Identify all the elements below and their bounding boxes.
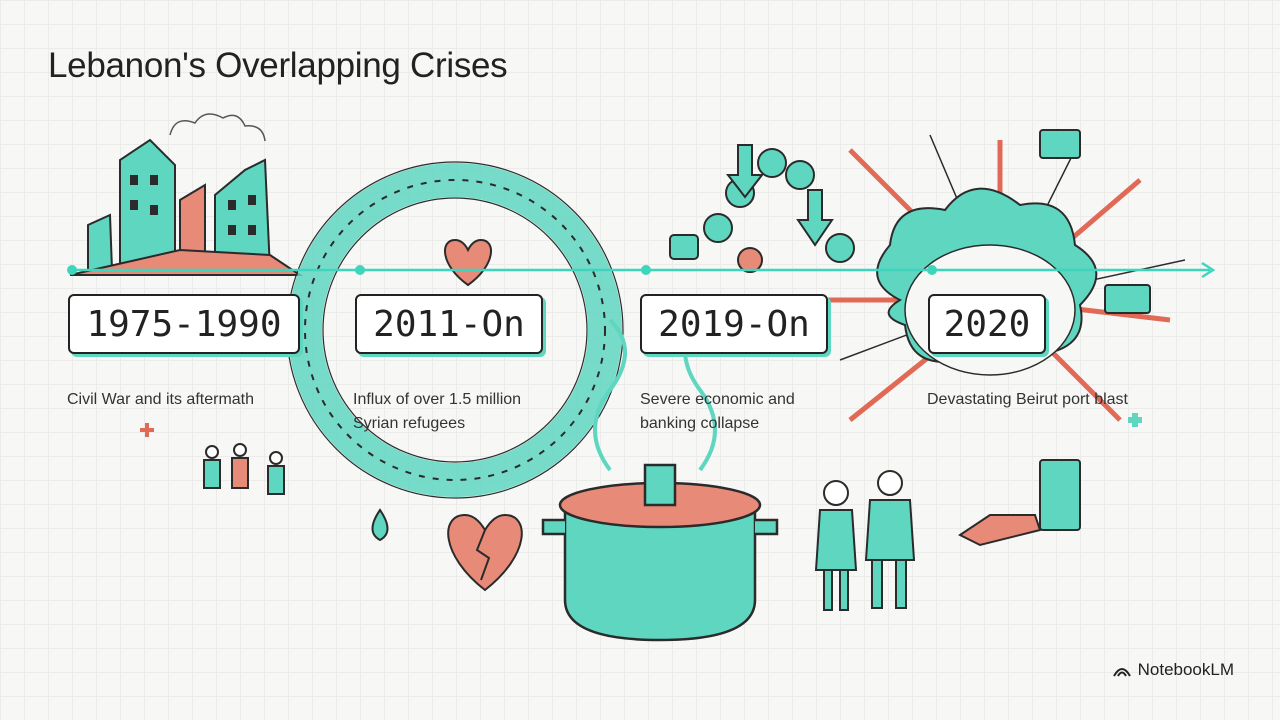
event-description: Influx of over 1.5 million Syrian refuge… — [353, 391, 522, 432]
period-label: 2011-On — [355, 294, 543, 354]
brand: NotebookLM — [1112, 660, 1234, 680]
period-label: 2019-On — [640, 294, 828, 354]
timeline-dot — [67, 265, 77, 275]
cloud-smoke — [169, 113, 266, 142]
refugee-ring — [286, 161, 624, 499]
buildings — [69, 138, 304, 276]
timeline-dot — [927, 265, 937, 275]
broken-heart — [371, 238, 523, 592]
health-workers — [814, 470, 916, 611]
brand-name: NotebookLM — [1137, 660, 1234, 679]
economy-icons — [669, 144, 855, 273]
timeline-dot — [641, 265, 651, 275]
cooking-pot — [541, 308, 779, 642]
period-label: 2020 — [928, 294, 1046, 354]
brand-logo — [1112, 668, 1131, 677]
event-description: Civil War and its aftermath — [67, 391, 255, 408]
period-label: 1975-1990 — [68, 294, 300, 354]
event-description: Devastating Beirut port blast — [927, 391, 1128, 408]
event-description: Severe economic and banking collapse — [640, 391, 795, 432]
explosion — [820, 134, 1186, 422]
timeline-dot — [355, 265, 365, 275]
people — [140, 423, 285, 495]
slide-title: Lebanon's Overlapping Crises — [48, 46, 508, 85]
debris-icons — [958, 129, 1151, 547]
timeline-arrow — [1201, 261, 1216, 279]
